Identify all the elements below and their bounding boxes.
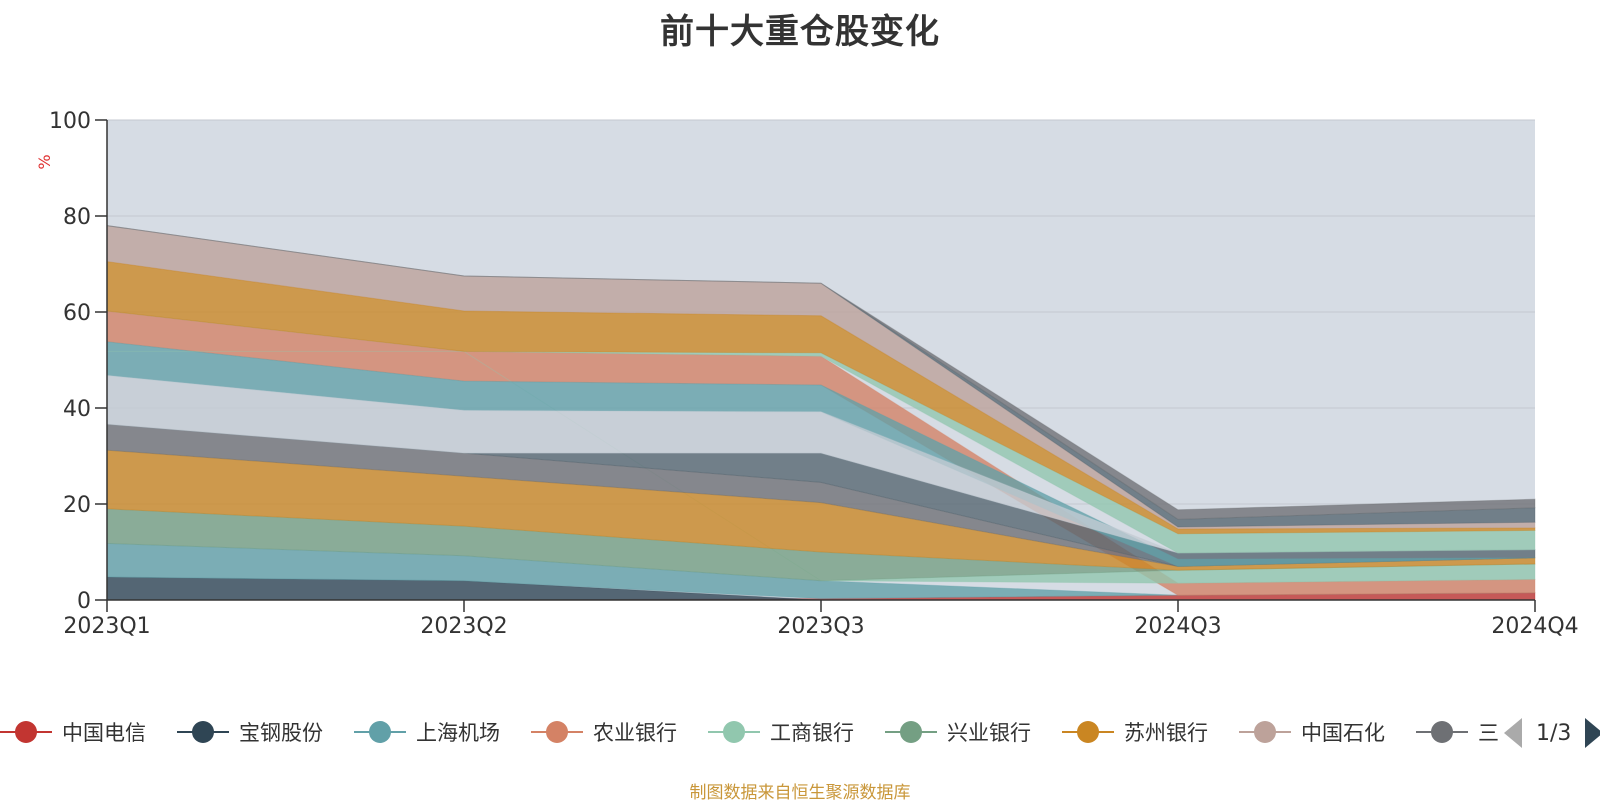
legend-item-6[interactable]: 苏州银行 xyxy=(1062,712,1208,752)
source-note: 制图数据来自恒生聚源数据库 xyxy=(689,783,911,803)
x-tick-label-1: 2023Q2 xyxy=(420,614,507,639)
legend-marker-icon xyxy=(885,720,937,744)
legend-item-3[interactable]: 农业银行 xyxy=(531,712,677,752)
x-tick-label-2: 2023Q3 xyxy=(777,614,864,639)
legend-label: 上海机场 xyxy=(416,721,500,745)
legend-marker-dot xyxy=(900,721,922,743)
legend-marker-icon xyxy=(1416,720,1468,744)
legend-marker-icon xyxy=(177,720,229,744)
x-tick-label-0: 2023Q1 xyxy=(63,614,150,639)
legend-item-1[interactable]: 宝钢股份 xyxy=(177,712,323,752)
legend-marker-dot xyxy=(192,721,214,743)
chart-title: 前十大重仓股变化 xyxy=(660,12,940,52)
area-series-13 xyxy=(106,261,1536,535)
y-tick-label-3: 60 xyxy=(63,301,91,326)
legend-marker-icon xyxy=(1062,720,1114,744)
area-series-12 xyxy=(107,350,1536,554)
legend-marker-dot xyxy=(723,721,745,743)
legend-item-5[interactable]: 兴业银行 xyxy=(885,712,1031,752)
legend-page-indicator: 1/3 xyxy=(1536,720,1572,746)
legend-label: 工商银行 xyxy=(770,721,854,745)
area-series-15 xyxy=(106,225,1536,520)
x-tick-label-4: 2024Q4 xyxy=(1491,614,1578,639)
legend-item-7[interactable]: 中国石化 xyxy=(1239,712,1385,752)
legend-item-8[interactable]: 三 xyxy=(1416,712,1499,752)
y-tick-label-2: 40 xyxy=(63,397,91,422)
y-unit-label: % xyxy=(35,154,54,169)
legend-marker-dot xyxy=(1431,721,1453,743)
legend: 中国电信 宝钢股份 上海机场 农业银行 工商银行 兴业银行 苏州银行 中国石化 三 xyxy=(0,712,1600,752)
legend-marker-dot xyxy=(1254,721,1276,743)
x-tick-label-3: 2024Q3 xyxy=(1134,614,1221,639)
area-series-14 xyxy=(106,225,1536,528)
legend-label: 中国电信 xyxy=(62,721,146,745)
legend-item-2[interactable]: 上海机场 xyxy=(354,712,500,752)
y-tick-label-1: 20 xyxy=(63,493,91,518)
y-tick-label-0: 0 xyxy=(77,589,91,614)
legend-marker-icon xyxy=(0,720,52,744)
y-tick-label-5: 100 xyxy=(49,109,91,134)
area-chart: 0 20 40 60 80 100 2023Q1 2023Q2 2023Q3 2024Q3 2024… xyxy=(35,109,1579,639)
legend-marker-dot xyxy=(1077,721,1099,743)
legend-label: 苏州银行 xyxy=(1124,721,1208,745)
legend-prev-page-icon[interactable] xyxy=(1504,718,1522,748)
axes: 0 20 40 60 80 100 2023Q1 2023Q2 2023Q3 2024Q3 2024… xyxy=(49,109,1579,639)
legend-next-page-icon[interactable] xyxy=(1585,718,1600,748)
legend-label: 中国石化 xyxy=(1301,721,1385,745)
legend-label: 兴业银行 xyxy=(947,721,1031,745)
legend-marker-icon xyxy=(708,720,760,744)
legend-item-4[interactable]: 工商银行 xyxy=(708,712,854,752)
legend-marker-dot xyxy=(369,721,391,743)
y-tick-label-4: 80 xyxy=(63,205,91,230)
legend-pager: 1/3 xyxy=(1500,716,1600,750)
legend-marker-icon xyxy=(531,720,583,744)
legend-label: 三 xyxy=(1478,721,1499,745)
area-series xyxy=(106,225,1536,601)
legend-marker-dot xyxy=(15,721,37,743)
legend-marker-icon xyxy=(1239,720,1291,744)
legend-marker-icon xyxy=(354,720,406,744)
legend-marker-dot xyxy=(546,721,568,743)
legend-label: 宝钢股份 xyxy=(239,721,323,745)
legend-label: 农业银行 xyxy=(593,721,677,745)
legend-item-0[interactable]: 中国电信 xyxy=(0,712,146,752)
